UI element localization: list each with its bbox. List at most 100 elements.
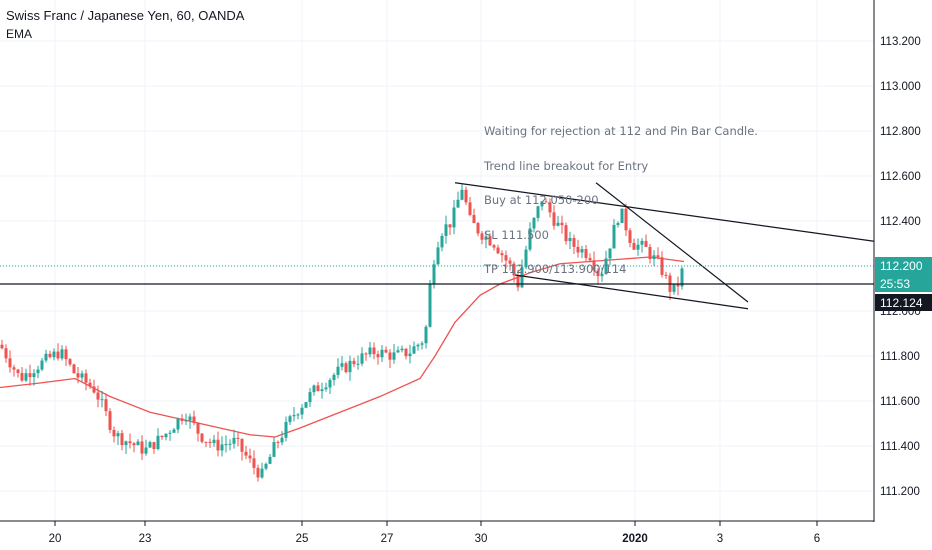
candle-body: [52, 351, 56, 358]
candle-body: [568, 238, 572, 242]
candle-body: [184, 420, 188, 422]
indicator-label[interactable]: EMA: [6, 27, 33, 41]
candle-body: [336, 366, 340, 375]
candle-body: [20, 372, 24, 381]
candle-body: [580, 249, 584, 253]
candle-body: [144, 447, 148, 454]
candle-body: [204, 441, 208, 443]
y-tick-label: 112.800: [880, 126, 921, 138]
candle-body: [620, 208, 624, 224]
candle-body: [364, 353, 368, 355]
candle-body: [72, 364, 76, 374]
trade-annotation[interactable]: Waiting for rejection at 112 and Pin Bar…: [484, 103, 758, 287]
candle-body: [648, 246, 652, 259]
candle-body: [188, 416, 192, 421]
candle-body: [544, 201, 548, 203]
candle-body: [168, 432, 172, 434]
candle-body: [560, 222, 564, 226]
candle-body: [0, 344, 4, 349]
candle-body: [552, 212, 556, 226]
price-axis[interactable]: 113.200 113.000 112.800 112.600 112.400 112.2…: [880, 36, 921, 498]
candle-body: [28, 373, 32, 378]
candle-body: [332, 374, 336, 381]
trendline[interactable]: [595, 182, 749, 303]
annotation-line: Waiting for rejection at 112 and Pin Bar…: [484, 124, 758, 138]
candle-body: [292, 415, 296, 417]
candle-body: [488, 236, 492, 246]
candle-body: [676, 283, 680, 287]
candle-body: [492, 245, 496, 248]
candle-body: [324, 387, 328, 390]
candle-body: [548, 202, 552, 213]
candle-body: [524, 249, 528, 268]
candle-body: [592, 260, 596, 271]
x-tick-label: 3: [717, 533, 723, 545]
candle-body: [392, 352, 396, 360]
candle-body: [380, 349, 384, 358]
candle-body: [576, 246, 580, 253]
candle-body: [108, 411, 112, 430]
candle-body: [40, 360, 44, 370]
trendline[interactable]: [514, 274, 749, 310]
candle-body: [264, 463, 268, 469]
candle-body: [564, 225, 568, 242]
candle-body: [452, 207, 456, 228]
candle-body: [124, 441, 128, 446]
candle-body: [352, 360, 356, 365]
candle-body: [128, 441, 132, 444]
countdown-label: 25:53: [880, 277, 910, 291]
candle-body: [584, 249, 588, 259]
candle-body: [300, 407, 304, 415]
candle-body: [344, 363, 348, 373]
candle-body: [88, 382, 92, 387]
annotation-line: SL 111.500: [484, 227, 549, 242]
candle-body: [60, 349, 64, 359]
trendline[interactable]: [454, 182, 875, 242]
candle-body: [448, 224, 452, 228]
candle-body: [500, 253, 504, 256]
candle-body: [372, 347, 376, 355]
candle-body: [140, 441, 144, 454]
candle-body: [416, 344, 420, 347]
candle-body: [212, 439, 216, 444]
countdown-badge: [875, 275, 932, 292]
candle-body: [616, 223, 620, 226]
candle-body: [660, 257, 664, 275]
x-tick-label: 30: [475, 533, 488, 545]
candle-body: [208, 441, 212, 444]
candle-body: [268, 456, 272, 464]
candle-body: [56, 351, 60, 359]
trendlines: [454, 182, 875, 310]
candle-body: [224, 444, 228, 446]
candle-body: [280, 437, 284, 443]
candle-body: [428, 284, 432, 327]
candle-body: [328, 380, 332, 388]
candle-body: [16, 369, 20, 373]
candle-body: [588, 258, 592, 261]
candle-body: [516, 275, 520, 288]
annotation-line: Buy at 112.050-200: [484, 193, 599, 207]
annotation-line: TP 112.900/113.900/114: [484, 262, 627, 276]
candle-body: [320, 389, 324, 392]
y-tick-label: 112.400: [880, 216, 921, 228]
candle-body: [116, 433, 120, 437]
level-badge: [875, 294, 932, 311]
candle-body: [444, 224, 448, 236]
candle-body: [104, 399, 108, 412]
candle-body: [84, 373, 88, 383]
candle-body: [652, 255, 656, 259]
candle-body: [536, 206, 540, 218]
time-axis[interactable]: 20 23 25 27 30 2020 3 6: [49, 521, 821, 545]
candle-body: [368, 347, 372, 355]
candle-body: [64, 349, 68, 360]
candle-body: [532, 217, 536, 229]
candle-body: [220, 444, 224, 451]
x-tick-label: 2020: [622, 533, 648, 545]
candle-body: [92, 386, 96, 393]
candle-body: [512, 263, 516, 276]
level-label: 112.124: [880, 296, 923, 310]
candle-body: [504, 255, 508, 261]
candle-body: [44, 353, 48, 361]
candle-body: [76, 373, 80, 378]
